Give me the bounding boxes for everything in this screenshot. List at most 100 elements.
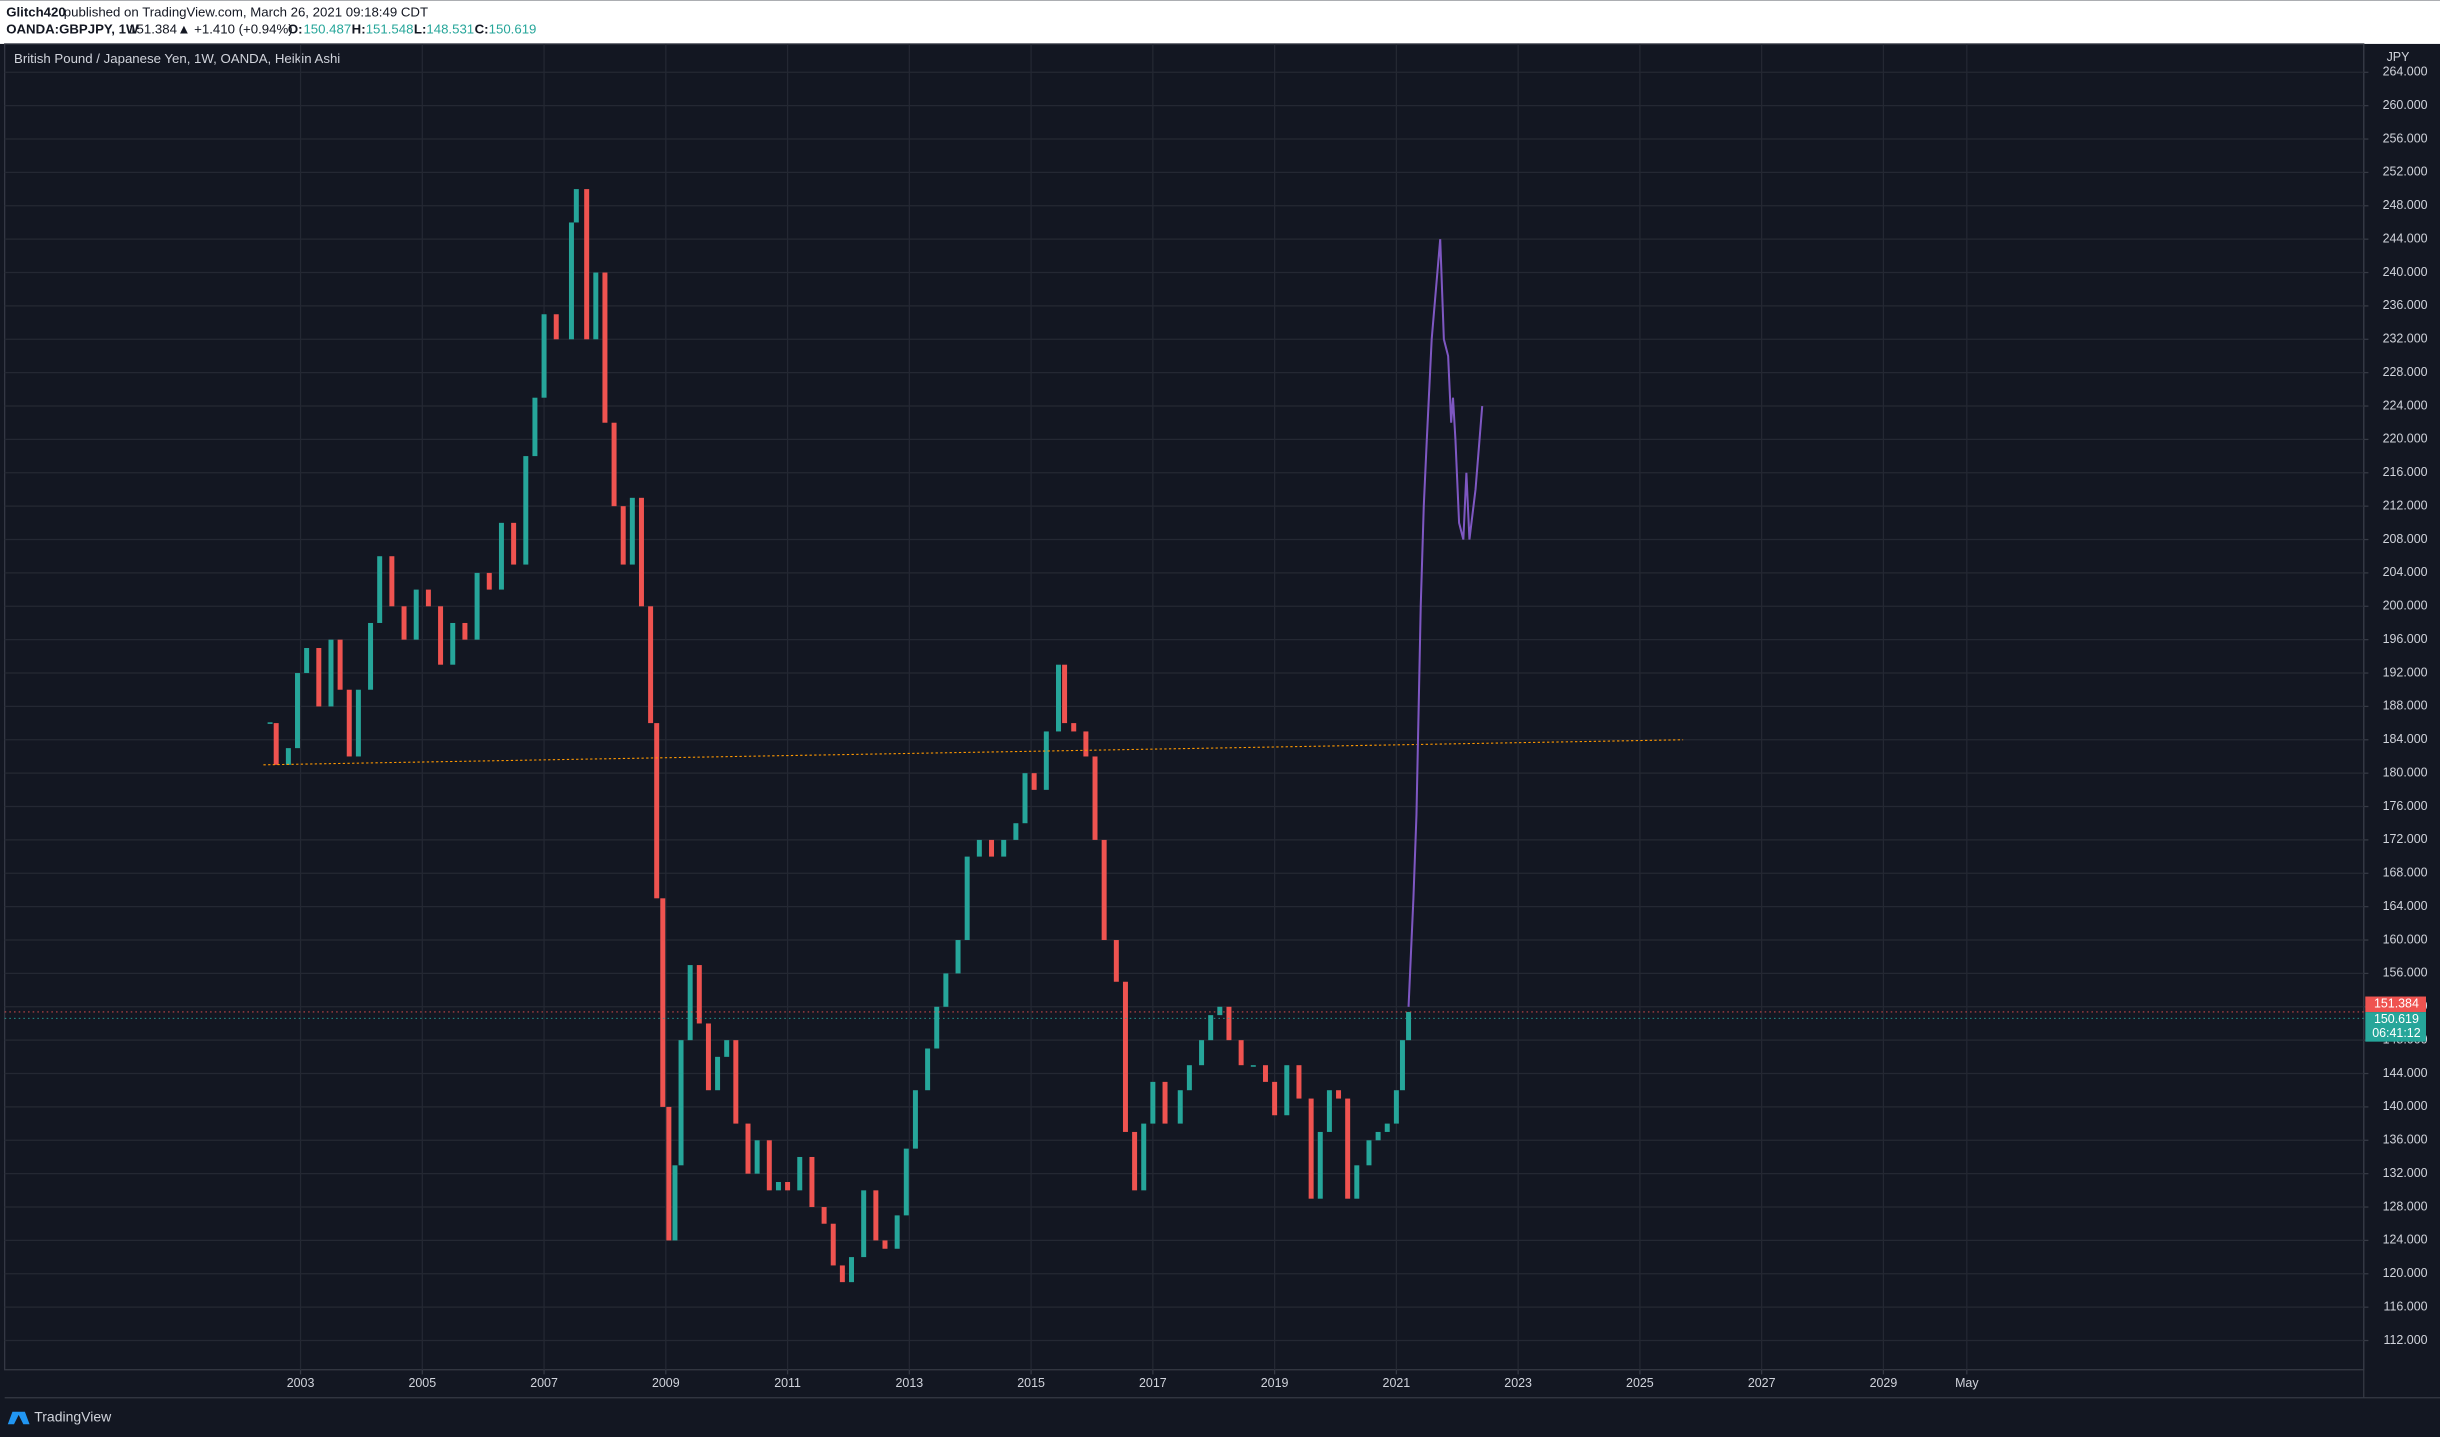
- candle: [1226, 1006, 1232, 1041]
- brand[interactable]: TradingView: [34, 1409, 112, 1425]
- candle: [1375, 1131, 1381, 1141]
- candle: [724, 1040, 730, 1057]
- y-tick-label: 140.000: [2383, 1099, 2428, 1113]
- candle: [1208, 1015, 1214, 1041]
- y-tick-label: 184.000: [2383, 732, 2428, 746]
- candle: [1308, 1098, 1314, 1199]
- countdown: 06:41:12: [2372, 1026, 2420, 1040]
- candle: [1284, 1065, 1290, 1116]
- x-tick-label: 2013: [896, 1376, 924, 1390]
- price-tag-label: 150.619: [2374, 1012, 2419, 1026]
- candle: [389, 556, 395, 607]
- y-tick-label: 196.000: [2383, 632, 2428, 646]
- y-tick-label: 172.000: [2383, 832, 2428, 846]
- candle: [964, 856, 970, 941]
- y-tick-label: 248.000: [2383, 198, 2428, 212]
- candle: [1326, 1090, 1332, 1132]
- y-tick-label: 164.000: [2383, 899, 2428, 913]
- currency: JPY: [2387, 50, 2411, 64]
- candle: [1113, 940, 1119, 982]
- x-tick-label: May: [1955, 1376, 1979, 1390]
- high: 151.548: [366, 21, 414, 36]
- y-tick-label: 112.000: [2384, 1333, 2428, 1347]
- candle: [1406, 1011, 1412, 1041]
- y-tick-label: 132.000: [2383, 1166, 2428, 1180]
- candle: [955, 940, 961, 974]
- close-label: C:: [475, 21, 489, 36]
- y-tick-label: 116.000: [2384, 1299, 2428, 1313]
- candle: [1177, 1090, 1183, 1124]
- candle: [611, 422, 617, 507]
- change: ▲ +1.410 (+0.94%): [177, 21, 292, 36]
- y-tick-label: 236.000: [2383, 298, 2428, 312]
- y-tick-label: 180.000: [2383, 765, 2428, 779]
- candle: [523, 456, 529, 565]
- candle: [602, 272, 608, 423]
- candle: [620, 506, 626, 565]
- close: 150.619: [489, 21, 537, 36]
- candle: [903, 1148, 909, 1216]
- axes: 112.000 116.000 120.000 124.000 128.000 132.0…: [287, 65, 2428, 1390]
- candle: [568, 222, 574, 340]
- y-tick-label: 168.000: [2383, 866, 2428, 880]
- candle: [1162, 1081, 1168, 1124]
- y-tick-label: 260.000: [2383, 98, 2428, 112]
- candle: [1122, 981, 1128, 1132]
- candle: [1101, 839, 1107, 941]
- candle: [273, 723, 279, 765]
- candle: [486, 572, 492, 590]
- y-tick-label: 160.000: [2383, 932, 2428, 946]
- candle: [1296, 1065, 1302, 1099]
- y-tick-label: 204.000: [2383, 565, 2428, 579]
- projection-line: [1407, 239, 1484, 1007]
- y-tick-label: 176.000: [2383, 799, 2428, 813]
- candle: [1366, 1140, 1372, 1166]
- candle: [1141, 1123, 1147, 1191]
- x-tick-label: 2005: [408, 1376, 436, 1390]
- candle: [377, 556, 383, 623]
- candle: [304, 648, 310, 674]
- candle: [1083, 731, 1089, 757]
- y-tick-label: 120.000: [2383, 1266, 2428, 1280]
- candle: [849, 1257, 854, 1283]
- candle: [861, 1190, 867, 1258]
- candle: [894, 1215, 900, 1249]
- candle: [337, 639, 343, 690]
- candle: [1238, 1040, 1244, 1066]
- y-tick-label: 212.000: [2383, 498, 2428, 512]
- candle: [1013, 823, 1019, 840]
- open: 150.487: [303, 21, 351, 36]
- candle: [355, 689, 361, 757]
- candle: [328, 639, 334, 707]
- candle: [715, 1056, 721, 1091]
- price: 151.384: [129, 21, 177, 36]
- candle: [438, 606, 444, 665]
- y-tick-label: 200.000: [2383, 599, 2428, 613]
- candle: [1031, 773, 1037, 790]
- candle: [745, 1123, 751, 1174]
- y-tick-label: 244.000: [2383, 231, 2428, 245]
- candle: [648, 606, 654, 724]
- grid: [4, 43, 2364, 1370]
- brand-logo[interactable]: [7, 1411, 30, 1425]
- candle: [498, 522, 504, 590]
- candle: [976, 839, 982, 857]
- candle: [943, 973, 949, 1007]
- candle: [766, 1140, 772, 1191]
- candle: [1022, 773, 1028, 824]
- price-tag: [2365, 996, 2426, 1013]
- candle: [1186, 1065, 1192, 1091]
- y-tick-label: 252.000: [2383, 165, 2428, 179]
- y-tick-label: 256.000: [2383, 131, 2428, 145]
- header-bar: [0, 0, 2440, 44]
- y-tick-label: 128.000: [2383, 1199, 2428, 1213]
- symbol: OANDA:GBPJPY, 1W: [6, 21, 139, 36]
- candle: [912, 1090, 918, 1149]
- x-tick-label: 2015: [1017, 1376, 1045, 1390]
- candle: [1272, 1081, 1278, 1116]
- trend-line: [263, 739, 1684, 766]
- x-tick-label: 2009: [652, 1376, 680, 1390]
- y-tick-label: 232.000: [2383, 332, 2428, 346]
